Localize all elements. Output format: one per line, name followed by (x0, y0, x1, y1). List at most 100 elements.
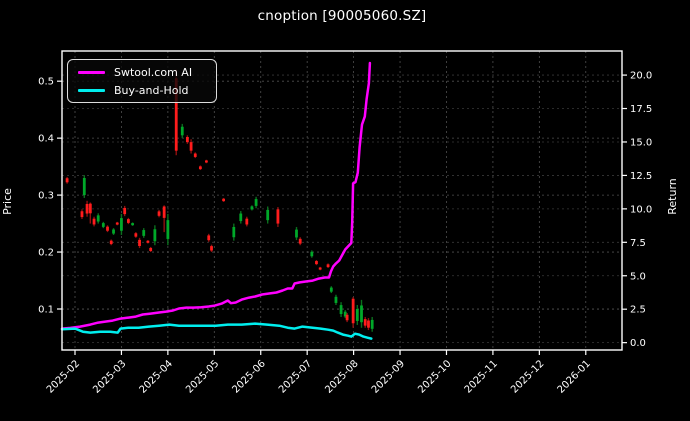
candle-body (239, 213, 243, 222)
candle-body (205, 160, 208, 163)
candle-body (222, 198, 225, 202)
candle-body (153, 229, 157, 242)
tick-label: 20.0 (630, 71, 652, 82)
tick-label: 7.5 (630, 238, 646, 249)
candle-body (245, 218, 249, 225)
price-gridlines (62, 80, 622, 310)
tick-label: 2025-06 (231, 358, 268, 395)
candle-body (96, 215, 100, 222)
candle-body (157, 211, 161, 216)
tick-labels: 0.1 0.2 0.3 0.4 0.5 0.0 2.5 5.0 7.5 10.0 12.5 15.0 1… (38, 71, 652, 396)
candle-body (254, 199, 258, 206)
tick-label: 0.0 (630, 338, 646, 349)
candle-body (146, 240, 150, 243)
candle-body (363, 319, 367, 326)
candle-body (134, 233, 138, 237)
candle-body (318, 267, 322, 270)
tick-label: 0.1 (38, 304, 54, 315)
candle-body (326, 264, 330, 268)
return-axis-label: Return (665, 178, 679, 215)
candle-body (207, 235, 211, 241)
return-gridlines (62, 74, 622, 344)
chart-title: cnoption [90005060.SZ] (257, 8, 427, 24)
tick-label: 2025-05 (184, 358, 221, 395)
tick-label: 2025-11 (463, 358, 500, 395)
candle-body (88, 203, 92, 214)
candle-body (266, 209, 270, 221)
candle-body (250, 206, 254, 210)
candle-body (138, 239, 141, 247)
tick-marks (57, 74, 627, 355)
tick-label: 2025-10 (416, 358, 453, 395)
candle-body (180, 126, 184, 136)
candle-body (295, 229, 298, 238)
tick-label: 12.5 (630, 171, 652, 182)
tick-label: 15.0 (630, 137, 652, 148)
candle-body (360, 305, 363, 323)
candle-body (329, 287, 333, 292)
tick-label: 5.0 (630, 271, 646, 282)
candle-body (367, 320, 370, 328)
tick-label: 2025-12 (509, 358, 546, 395)
ai-return-line (60, 61, 372, 330)
tick-label: 2025-07 (277, 358, 314, 395)
candle-body (315, 261, 318, 265)
candle-body (106, 226, 109, 231)
candle-body (339, 305, 343, 315)
candle-body (232, 226, 236, 238)
tick-label: 10.0 (630, 204, 652, 215)
candle-body (101, 223, 105, 227)
tick-label: 0.2 (38, 248, 54, 259)
tick-label: 2025-02 (45, 358, 82, 395)
candle-body (351, 298, 355, 324)
tick-label: 0.5 (38, 77, 54, 88)
tick-label: 17.5 (630, 104, 652, 115)
bh-line-swatch (78, 88, 105, 92)
candle-body (112, 229, 115, 234)
candle-body (82, 178, 86, 196)
candle-body (120, 218, 123, 231)
candle-body (115, 222, 119, 225)
legend-label-ai: Swtool.com AI (114, 65, 193, 79)
candle-body (370, 319, 374, 329)
candle-body (310, 251, 314, 257)
candle-body (334, 296, 338, 303)
candle-body (149, 247, 153, 252)
candle-body (345, 314, 349, 321)
candle-body (131, 223, 134, 226)
candle-body (127, 219, 130, 223)
candle-body (189, 142, 193, 151)
tick-label: 2.5 (630, 305, 646, 316)
candle-body (210, 246, 213, 251)
candle-body (276, 209, 280, 224)
candle-body (142, 230, 146, 236)
tick-label: 2025-03 (91, 358, 128, 395)
candle-body (343, 311, 347, 317)
legend-item-ai: Swtool.com AI (78, 66, 206, 79)
candle-body (298, 238, 302, 244)
legend: Swtool.com AI Buy-and-Hold (67, 59, 217, 103)
price-axis-label: Price (0, 188, 14, 215)
candle-body (85, 203, 89, 214)
candles-group (65, 69, 374, 332)
candle-body (185, 136, 189, 143)
tick-label: 2025-04 (138, 358, 175, 395)
candle-body (198, 166, 202, 170)
candle-body (174, 78, 178, 151)
tick-label: 2026-01 (556, 358, 593, 395)
candle-body (162, 206, 166, 218)
candle-body (166, 220, 170, 239)
tick-label: 0.3 (38, 191, 54, 202)
plot-border (61, 50, 623, 351)
candle-body (193, 153, 197, 157)
candle-body (123, 207, 127, 215)
tick-label: 2025-08 (323, 358, 360, 395)
candle-body (80, 211, 84, 218)
legend-item-bh: Buy-and-Hold (78, 84, 206, 97)
buy-and-hold-line (60, 322, 373, 340)
tick-label: 2025-09 (370, 358, 407, 395)
tick-label: 0.4 (38, 134, 54, 145)
candle-body (109, 240, 113, 245)
